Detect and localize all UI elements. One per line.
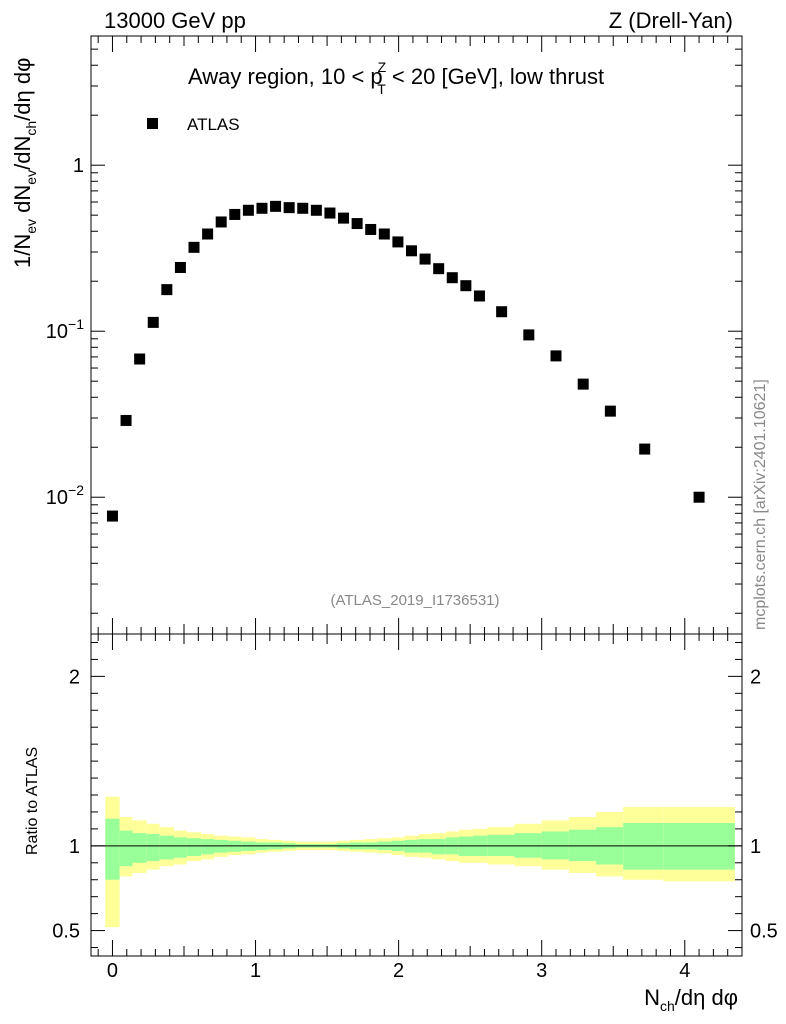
inner-band-bin-4 bbox=[159, 835, 174, 860]
ratio-y-axis-label: Ratio to ATLAS bbox=[24, 747, 41, 855]
data-point-24 bbox=[433, 263, 445, 275]
inner-band-bin-2 bbox=[132, 833, 147, 863]
ratio-panel: 2 1 0.5 2 1 0.5 0 1 2 3 4 Ratio to ATLAS… bbox=[24, 633, 778, 1014]
inner-band-bin-0 bbox=[105, 818, 120, 880]
ratio-y-tick-label-right-1: 1 bbox=[750, 836, 761, 858]
data-point-30 bbox=[550, 350, 562, 362]
side-source-label: mcplots.cern.ch [arXiv:2401.10621] bbox=[752, 379, 769, 630]
legend-marker bbox=[147, 118, 158, 129]
data-point-13 bbox=[283, 202, 295, 214]
legend-label: ATLAS bbox=[187, 115, 240, 134]
energy-label: 13000 GeV pp bbox=[104, 8, 246, 33]
main-y-tick-labels: 1 10−1 10−2 bbox=[46, 155, 84, 509]
data-point-23 bbox=[419, 253, 431, 265]
data-point-26 bbox=[460, 280, 472, 292]
x-axis-label: Nch/dη dφ bbox=[644, 985, 738, 1014]
data-point-5 bbox=[174, 261, 186, 273]
process-label: Z (Drell-Yan) bbox=[609, 8, 733, 33]
data-point-31 bbox=[577, 378, 589, 390]
data-point-22 bbox=[405, 245, 417, 257]
watermark: (ATLAS_2019_I1736531) bbox=[330, 592, 499, 609]
svg-text:10−2: 10−2 bbox=[46, 482, 84, 509]
data-point-16 bbox=[324, 207, 336, 219]
x-tick-label-3: 3 bbox=[536, 960, 547, 982]
data-point-29 bbox=[523, 329, 535, 341]
data-point-12 bbox=[270, 200, 282, 212]
x-tick-label-4: 4 bbox=[679, 960, 690, 982]
data-point-28 bbox=[496, 306, 508, 318]
data-point-17 bbox=[338, 212, 350, 224]
inner-band-bin-24 bbox=[431, 839, 446, 855]
data-point-34 bbox=[693, 491, 705, 503]
data-point-20 bbox=[378, 228, 390, 240]
data-point-10 bbox=[242, 204, 254, 216]
x-tick-label-1: 1 bbox=[250, 960, 261, 982]
data-point-14 bbox=[297, 202, 309, 214]
inner-band-bin-3 bbox=[146, 833, 160, 862]
inner-band-bin-6 bbox=[186, 838, 202, 857]
main-axis-ticks bbox=[91, 35, 742, 634]
data-point-3 bbox=[147, 316, 159, 328]
plot-title: Away region, 10 < pZ T < 20 [GeV], low th… bbox=[188, 59, 604, 97]
data-point-32 bbox=[604, 405, 616, 417]
inner-band-bin-5 bbox=[173, 837, 187, 858]
main-panel: 1 10−1 10−2 Away region, 10 < pZ T < 20 [… bbox=[10, 35, 743, 635]
x-tick-label-0: 0 bbox=[107, 960, 118, 982]
data-point-21 bbox=[392, 236, 404, 248]
y-tick-label-1e-1: 10−1 bbox=[46, 316, 84, 343]
main-data-markers bbox=[106, 200, 705, 522]
inner-band-bin-7 bbox=[201, 839, 215, 855]
data-point-1 bbox=[120, 414, 132, 426]
ratio-y-tick-label-2: 2 bbox=[69, 666, 80, 688]
data-point-18 bbox=[351, 218, 363, 230]
y-tick-label-1e-2: 10−2 bbox=[46, 482, 84, 509]
data-point-33 bbox=[639, 443, 651, 455]
data-point-7 bbox=[202, 228, 214, 240]
y-tick-label-1: 1 bbox=[73, 155, 84, 177]
data-point-15 bbox=[310, 204, 322, 216]
ratio-y-tick-label-right-2: 2 bbox=[750, 666, 761, 688]
data-point-4 bbox=[161, 284, 173, 296]
data-point-8 bbox=[215, 216, 227, 228]
data-point-27 bbox=[473, 290, 485, 302]
data-point-19 bbox=[365, 223, 377, 235]
data-point-0 bbox=[106, 510, 118, 522]
inner-band-bin-1 bbox=[119, 830, 133, 867]
data-point-25 bbox=[446, 272, 458, 284]
ratio-frame bbox=[90, 633, 743, 957]
ratio-uncertainty-bands bbox=[105, 796, 735, 928]
ratio-y-tick-label-right-0-5: 0.5 bbox=[750, 921, 778, 943]
main-y-axis-label: 1/Nev dNev/dNch/dη dφ bbox=[10, 58, 39, 268]
data-point-9 bbox=[229, 208, 241, 220]
ratio-y-tick-label-0-5: 0.5 bbox=[52, 921, 80, 943]
data-point-6 bbox=[188, 241, 200, 253]
svg-text:10−1: 10−1 bbox=[46, 316, 84, 343]
data-point-2 bbox=[134, 353, 146, 365]
svg-text:1: 1 bbox=[73, 155, 84, 177]
ratio-axis-ticks bbox=[91, 634, 742, 956]
data-point-11 bbox=[256, 202, 268, 214]
x-tick-label-2: 2 bbox=[393, 960, 404, 982]
ratio-y-tick-label-1: 1 bbox=[69, 836, 80, 858]
